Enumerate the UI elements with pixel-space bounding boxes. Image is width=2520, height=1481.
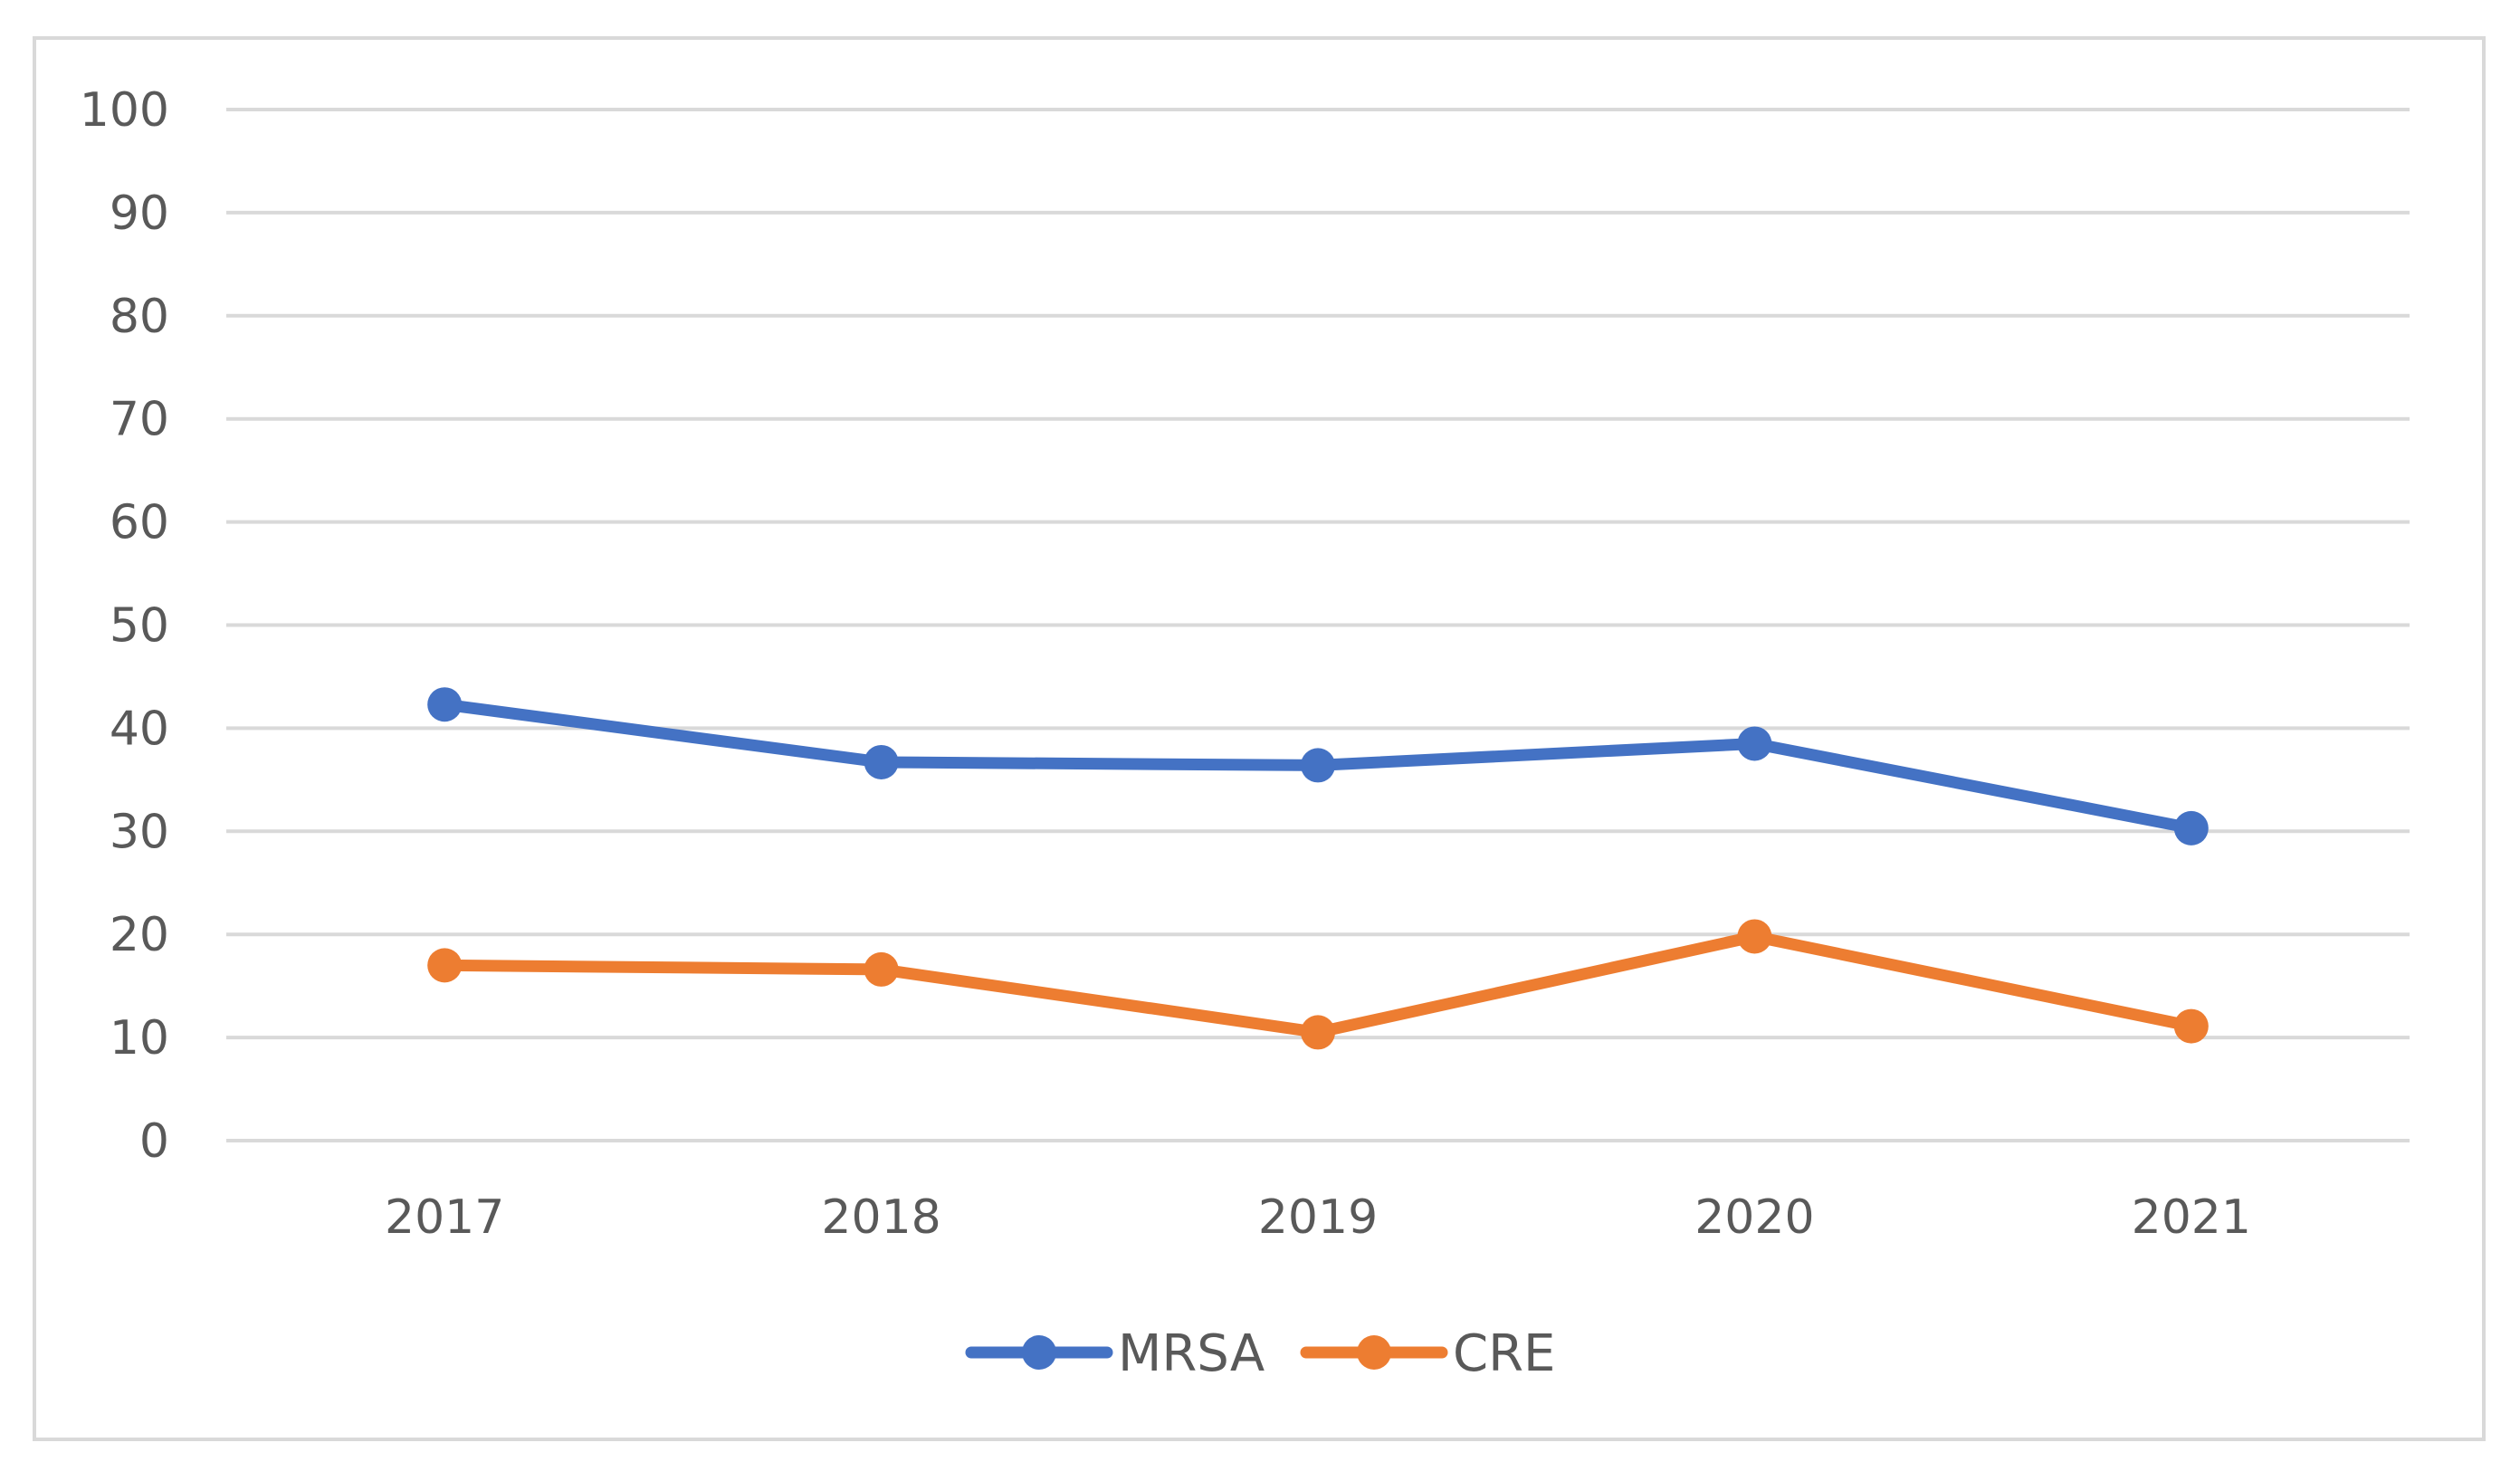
y-tick-label-40: 40 [110, 702, 169, 756]
legend-marker-cre [1357, 1335, 1391, 1370]
x-axis-tick-labels: 2017 2018 2019 2020 2021 [385, 1190, 2251, 1245]
chart-frame [33, 36, 2486, 1441]
data-point-cre-2021 [2173, 1008, 2209, 1044]
legend-marker-mrsa [1022, 1335, 1056, 1370]
x-tick-label-2017: 2017 [385, 1190, 504, 1245]
x-tick-label-2018: 2018 [821, 1190, 940, 1245]
y-tick-label-80: 80 [110, 290, 169, 344]
y-tick-label-20: 20 [110, 908, 169, 962]
legend: MRSA CRE [965, 1324, 1555, 1383]
data-point-mrsa-2017 [427, 687, 463, 722]
y-tick-label-70: 70 [110, 393, 169, 447]
x-tick-label-2019: 2019 [1258, 1190, 1378, 1245]
series-cre [427, 919, 2209, 1050]
y-tick-label-100: 100 [80, 83, 169, 138]
gridlines [226, 108, 2410, 1142]
legend-label-cre: CRE [1453, 1324, 1555, 1383]
y-tick-label-0: 0 [139, 1114, 169, 1169]
data-point-cre-2017 [427, 948, 463, 983]
y-tick-label-50: 50 [110, 599, 169, 654]
data-point-cre-2020 [1737, 919, 1772, 954]
series-group [427, 687, 2209, 1050]
data-point-mrsa-2021 [2173, 810, 2209, 846]
y-tick-label-10: 10 [110, 1011, 169, 1065]
y-axis-tick-labels: 0 10 20 30 40 50 60 70 80 90 100 [80, 83, 169, 1169]
legend-item-mrsa: MRSA [965, 1324, 1265, 1383]
series-mrsa [427, 687, 2209, 846]
x-tick-label-2020: 2020 [1694, 1190, 1814, 1245]
y-tick-label-90: 90 [110, 186, 169, 241]
data-point-cre-2018 [864, 951, 899, 987]
legend-label-mrsa: MRSA [1118, 1324, 1265, 1383]
data-point-cre-2019 [1301, 1015, 1335, 1050]
data-point-mrsa-2020 [1737, 726, 1772, 761]
data-point-mrsa-2019 [1301, 748, 1335, 783]
x-tick-label-2021: 2021 [2132, 1190, 2251, 1245]
y-tick-label-60: 60 [110, 496, 169, 550]
y-tick-label-30: 30 [110, 805, 169, 859]
data-point-mrsa-2018 [864, 744, 899, 779]
legend-item-cre: CRE [1300, 1324, 1555, 1383]
